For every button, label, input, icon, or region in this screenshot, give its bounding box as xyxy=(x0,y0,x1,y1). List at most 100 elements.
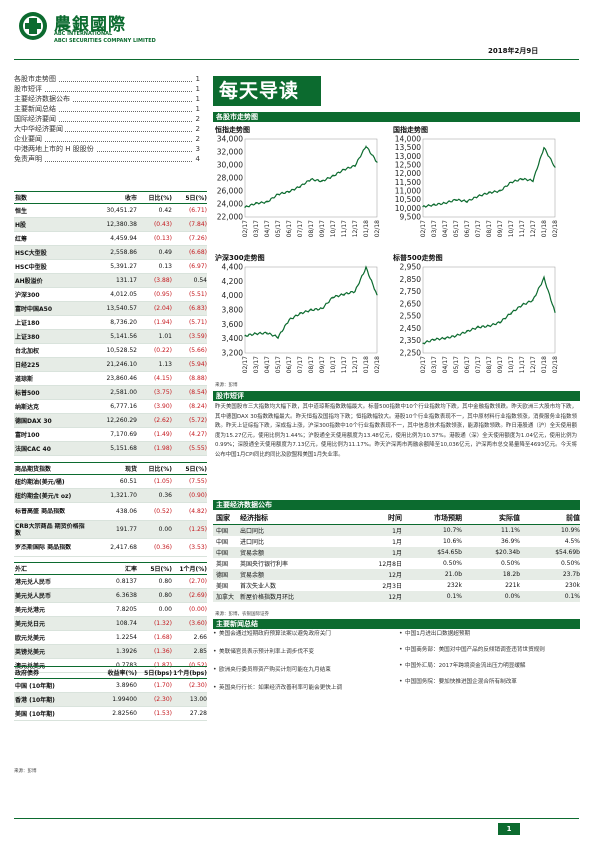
econ-cell: 进口同比 xyxy=(240,539,265,546)
row-name: 日经225 xyxy=(15,362,40,369)
chart-section-header: 各股市走势图 xyxy=(213,112,580,122)
row-change-1: 0.00 xyxy=(158,526,172,533)
econ-cell: 0.50% xyxy=(560,560,580,567)
data-point xyxy=(466,330,468,333)
column-header: 5日(%) xyxy=(185,466,207,473)
market-section-header: 股市短评 xyxy=(213,391,580,401)
row-change-1: (0.13) xyxy=(153,235,172,242)
chart-source-note: 来源：彭博 xyxy=(215,383,238,388)
row-value: 5,141.56 xyxy=(110,333,137,340)
toc-item[interactable]: 免责声明 4 xyxy=(14,154,200,164)
column-header: 5日(bps) xyxy=(144,670,172,677)
econ-cell: 221k xyxy=(505,582,520,589)
toc-item[interactable]: 中港两地上市的 H 股股份 3 xyxy=(14,144,200,154)
data-point xyxy=(244,206,246,208)
column-header: 政府债券 xyxy=(15,670,40,677)
row-change-2: (0.52) xyxy=(188,662,207,669)
y-tick-label: 3,600 xyxy=(222,320,244,329)
news-section-header: 主要新闻总结 xyxy=(213,619,580,629)
econ-cell: 0.1% xyxy=(446,593,462,600)
report-date: 2018年2月9日 xyxy=(488,47,539,55)
toc-leader xyxy=(14,101,192,102)
row-change-2: (5.66) xyxy=(188,347,207,354)
table-header: 商品期货指数 现货 日比(%) 5日(%) xyxy=(14,462,207,475)
x-tick-label: 02/17 xyxy=(420,220,427,237)
data-point xyxy=(433,338,435,341)
data-point xyxy=(521,304,523,306)
row-change-1: (1.05) xyxy=(153,478,172,485)
news-item: 中国商务部：美国对中国产品的反倾销调查违背世贸规则 xyxy=(399,646,577,654)
column-header: 市场预期 xyxy=(434,514,462,522)
y-tick-label: 4,200 xyxy=(222,277,244,286)
x-tick-label: 08/17 xyxy=(486,220,493,237)
econ-cell: 18.2b xyxy=(502,571,520,578)
row-value: 10,528.52 xyxy=(106,347,137,354)
toc-item[interactable]: 各股市走势图 1 xyxy=(14,74,200,84)
toc-item[interactable]: 国际经济要闻 2 xyxy=(14,114,200,124)
news-item: 欧洲央行委员称资产购买计划可能在九月结束 xyxy=(213,666,391,674)
x-tick-label: 06/17 xyxy=(464,220,471,237)
row-name: 美元兑日元 xyxy=(15,621,46,628)
toc-item-label: 免责声明 xyxy=(14,155,44,163)
toc-item[interactable]: 大中华经济要闻 2 xyxy=(14,124,200,134)
toc-item-page: 3 xyxy=(193,144,200,154)
x-tick-label: 05/17 xyxy=(275,220,282,237)
x-tick-label: 05/17 xyxy=(453,220,460,237)
row-change-2: 2.85 xyxy=(193,648,207,655)
news-column-left: 美国会通过短期政府预算法案以避免政府关门美联储官员表示预计利率上调步伐不变欧洲央… xyxy=(213,630,391,702)
x-tick-label: 01/18 xyxy=(541,356,548,373)
news-item: 美国会通过短期政府预算法案以避免政府关门 xyxy=(213,630,391,638)
data-point xyxy=(354,290,356,292)
data-point xyxy=(376,161,378,163)
x-tick-label: 12/17 xyxy=(352,356,359,373)
econ-cell: 23.7b xyxy=(562,571,580,578)
econ-cell: 232k xyxy=(447,582,462,589)
y-tick-label: 26,000 xyxy=(217,187,243,196)
y-tick-label: 2,850 xyxy=(400,275,422,284)
row-name: 标普500 xyxy=(15,390,40,397)
row-change-1: 0.13 xyxy=(158,263,172,270)
econ-cell: 德国 xyxy=(216,572,229,579)
row-change-2: (3.59) xyxy=(188,333,207,340)
row-change-1: (0.95) xyxy=(153,291,172,298)
data-point xyxy=(343,293,345,295)
table-row: 中国 (10年期) 3.8960 (1.70) (2.30) xyxy=(14,679,207,693)
toc-item-label: 主要新闻总结 xyxy=(14,105,58,113)
row-change-1: (2.62) xyxy=(153,417,172,424)
toc-item-page: 4 xyxy=(193,154,200,164)
row-value: 108.74 xyxy=(116,620,137,627)
row-change-2: (8.88) xyxy=(188,375,207,382)
table-row: 英国 英国央行银行利率 12月8日 0.50% 0.50% 0.50% xyxy=(213,558,580,569)
row-name: 欧元兑美元 xyxy=(15,635,46,642)
toc-item[interactable]: 股市短评 1 xyxy=(14,84,200,94)
row-name: 纽约期油(美元/桶) xyxy=(15,479,65,486)
data-point xyxy=(433,204,435,206)
column-header: 汇率 xyxy=(124,566,137,573)
news-item: 中国1月进出口数据超预期 xyxy=(399,630,577,638)
row-change-2: (0.90) xyxy=(188,492,207,499)
table-row: 中国 进口同比 1月 10.6% 36.9% 4.5% xyxy=(213,536,580,547)
y-tick-label: 12,500 xyxy=(395,161,421,170)
row-value: 4,012.05 xyxy=(110,291,137,298)
toc-item-label: 各股市走势图 xyxy=(14,75,58,83)
toc-item[interactable]: 主要经济数据公布 1 xyxy=(14,94,200,104)
econ-cell: 贸易余额 xyxy=(240,572,265,579)
chart-plot-area xyxy=(244,138,378,218)
toc-item[interactable]: 企业要闻 2 xyxy=(14,134,200,144)
data-point xyxy=(466,200,468,202)
x-tick-label: 09/17 xyxy=(319,220,326,237)
toc-item-label: 国际经济要闻 xyxy=(14,115,58,123)
row-change-1: (1.94) xyxy=(153,319,172,326)
row-name: 富时中国A50 xyxy=(15,306,52,313)
series-line xyxy=(244,146,378,208)
row-value: 12,380.38 xyxy=(106,221,137,228)
econ-cell: 0.50% xyxy=(500,560,520,567)
toc-leader xyxy=(14,131,192,132)
y-tick-label: 2,950 xyxy=(400,263,422,272)
row-name: AH股溢价 xyxy=(15,278,43,285)
x-tick-label: 04/17 xyxy=(264,220,271,237)
toc-item[interactable]: 主要新闻总结 1 xyxy=(14,104,200,114)
row-change-2: (5.51) xyxy=(188,291,207,298)
row-change-2: (2.70) xyxy=(188,578,207,585)
table-row: 中国 贸易余额 1月 $54.65b $20.34b $54.69b xyxy=(213,547,580,558)
